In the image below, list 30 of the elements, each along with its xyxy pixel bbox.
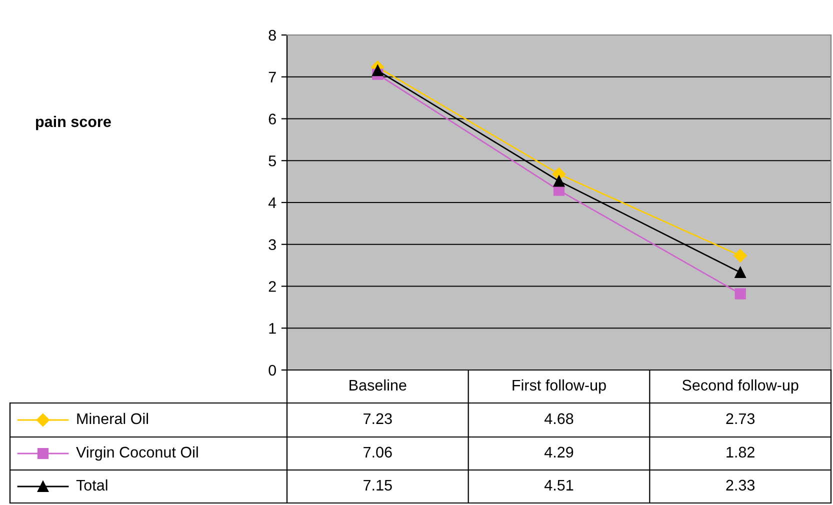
x-tick-label: Second follow-up	[682, 379, 798, 394]
data-label: 7.23	[364, 413, 392, 424]
data-label: 1.82	[726, 446, 754, 458]
point	[553, 176, 565, 187]
legend-label: Mineral Oil	[77, 412, 148, 424]
y-tick-label: 2	[268, 281, 276, 292]
y-tick-label: 1	[269, 323, 276, 334]
point	[372, 65, 384, 76]
y-tick-label: 8	[268, 30, 276, 41]
x-tick-label: First follow-up	[512, 379, 606, 394]
data-label: 2.33	[726, 480, 755, 491]
data-label: 4.29	[544, 446, 574, 458]
data-label: 4.51	[544, 480, 574, 491]
y-tick-label: 6	[268, 114, 276, 124]
legend-label: Virgin Coconut Oil	[76, 446, 198, 461]
data-label: 4.68	[544, 413, 574, 424]
y-tick-label: 3	[268, 239, 276, 250]
point	[734, 249, 747, 262]
point	[734, 266, 746, 278]
x-tick-label: Baseline	[350, 379, 406, 391]
y-tick-label: 5	[268, 156, 276, 166]
y-tick-label: 7	[268, 72, 276, 82]
data-label: 2.73	[726, 413, 755, 424]
y-tick-label: 4	[268, 198, 276, 208]
point	[734, 288, 746, 300]
data-label: 7.15	[364, 480, 392, 491]
y-tick-label: 0	[268, 364, 276, 376]
legend-label: Total	[76, 479, 108, 491]
data-label: 7.06	[364, 446, 392, 458]
text: pain score	[36, 116, 111, 130]
